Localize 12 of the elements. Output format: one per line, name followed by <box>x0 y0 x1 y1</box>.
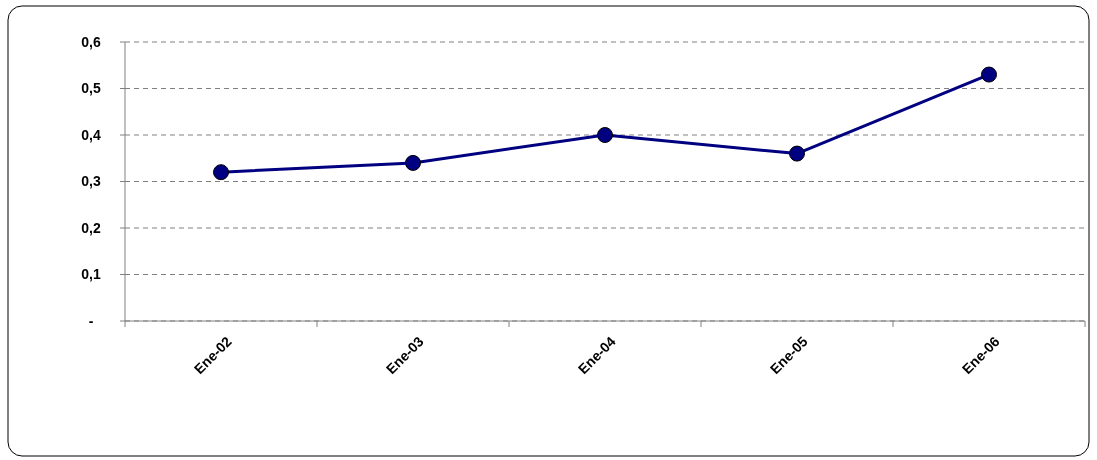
point <box>405 154 421 171</box>
point <box>213 164 229 181</box>
y-tick-label: 0,2 <box>81 219 101 236</box>
y-tick-label: 0,6 <box>81 33 101 50</box>
point <box>789 145 805 162</box>
y-tick-label: 0,3 <box>81 173 101 190</box>
y-tick-label: 0,5 <box>81 80 101 97</box>
point <box>597 127 613 143</box>
y-tick-label: - <box>88 312 94 329</box>
y-tick-label: 0,4 <box>81 126 101 143</box>
y-tick-label: 0,1 <box>81 266 101 283</box>
point <box>981 66 997 83</box>
